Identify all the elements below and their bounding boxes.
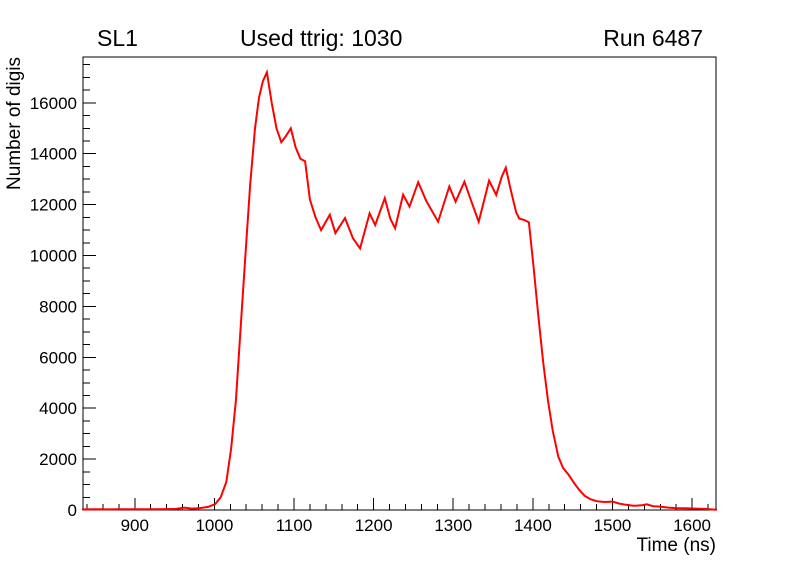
y-axis-tick-label: 2000 [39,450,77,469]
ttrig-title: Used ttrig: 1030 [240,25,403,51]
x-axis-tick-label: 1600 [673,516,711,535]
y-axis-tick-label: 12000 [30,196,77,215]
y-axis-tick-label: 14000 [30,145,77,164]
y-axis-tick-label: 6000 [39,348,77,367]
x-axis-tick-label: 1400 [514,516,552,535]
x-axis-tick-label: 1100 [276,516,313,535]
x-axis-tick-label: 1000 [195,516,233,535]
y-axis-tick-label: 4000 [39,399,77,418]
x-axis-tick-label: 1200 [355,516,393,535]
x-axis-tick-label: 900 [121,516,149,535]
chamber-title: SL1 [97,25,138,51]
y-axis-tick-label: 16000 [30,94,77,113]
y-axis-tick-label: 10000 [30,247,77,266]
y-axis-tick-label: 0 [68,501,77,520]
x-axis-tick-label: 1300 [434,516,472,535]
y-axis-title: Number of digis [4,57,25,190]
run-number-title: Run 6487 [603,25,703,51]
plot-frame [82,56,717,511]
x-axis-title: Time (ns) [636,535,716,556]
digi-time-distribution-line [81,68,718,511]
x-axis-tick-label: 1500 [594,516,632,535]
y-axis-tick-label: 8000 [39,297,77,316]
